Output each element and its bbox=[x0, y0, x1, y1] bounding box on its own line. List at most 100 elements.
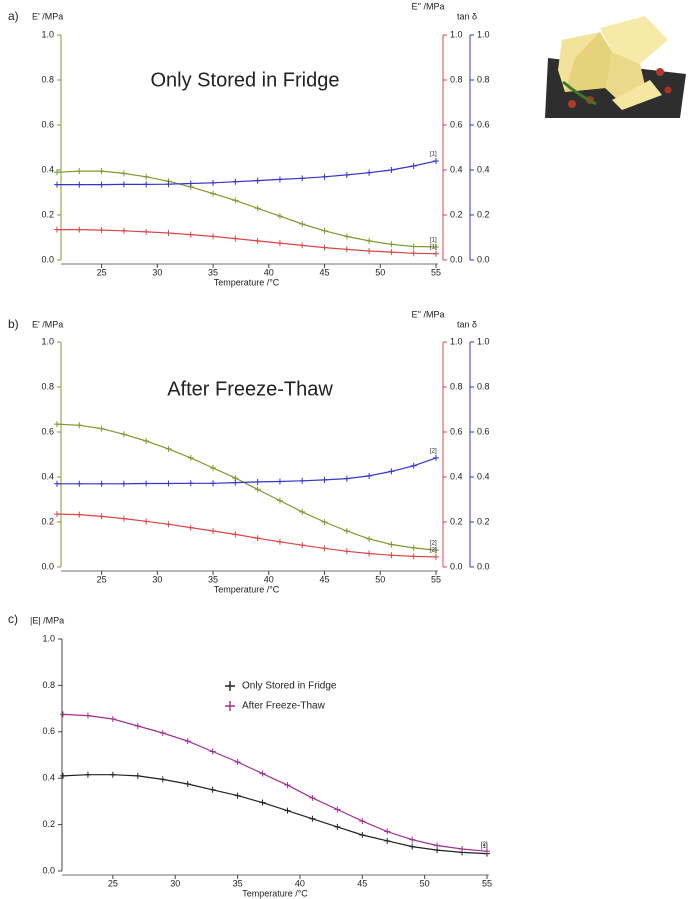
y3-tick-label: 0.2 bbox=[477, 516, 490, 526]
y3-axis-label: tan δ bbox=[457, 319, 477, 329]
point-marker bbox=[120, 181, 127, 188]
point-marker bbox=[254, 237, 261, 244]
y2-axis-label: E'' /MPa bbox=[412, 309, 445, 319]
panel-label: a) bbox=[8, 9, 19, 23]
point-marker bbox=[276, 240, 283, 247]
point-marker bbox=[98, 425, 105, 432]
point-marker bbox=[309, 815, 316, 822]
point-marker bbox=[299, 175, 306, 182]
series-line bbox=[62, 774, 488, 855]
point-marker bbox=[76, 480, 83, 487]
series-line bbox=[56, 513, 437, 558]
point-marker bbox=[84, 771, 91, 778]
y3-axis-label: tan δ bbox=[457, 11, 477, 21]
x-tick-label: 40 bbox=[264, 574, 274, 584]
point-marker bbox=[366, 248, 373, 254]
y-tick-label: 0.2 bbox=[42, 819, 55, 829]
point-marker bbox=[60, 711, 66, 718]
point-marker bbox=[321, 519, 328, 525]
point-marker bbox=[76, 511, 83, 518]
x-tick-label: 45 bbox=[320, 574, 330, 584]
point-marker bbox=[433, 158, 439, 164]
x-tick-label: 25 bbox=[97, 574, 107, 584]
point-marker bbox=[60, 772, 66, 779]
point-marker bbox=[54, 226, 60, 233]
x-tick-label: 40 bbox=[295, 878, 305, 888]
y2-tick-label: 0.6 bbox=[450, 119, 463, 129]
point-marker bbox=[284, 782, 291, 789]
point-marker bbox=[410, 544, 417, 551]
y3-tick-label: 0.0 bbox=[477, 561, 490, 571]
x-tick-label: 30 bbox=[152, 267, 162, 277]
x-tick-label: 55 bbox=[431, 267, 441, 277]
series-line bbox=[56, 423, 437, 551]
point-marker bbox=[84, 712, 91, 719]
point-marker bbox=[276, 213, 283, 220]
point-marker bbox=[254, 205, 261, 212]
panel-label: b) bbox=[8, 317, 19, 331]
point-marker bbox=[388, 167, 395, 173]
y-tick-label: 0.0 bbox=[41, 561, 54, 571]
y-tick-label: 0.4 bbox=[41, 164, 54, 174]
point-marker bbox=[299, 508, 306, 515]
point-marker bbox=[210, 190, 217, 197]
x-tick-label: 30 bbox=[152, 574, 162, 584]
y3-tick-label: 0.0 bbox=[477, 254, 490, 264]
point-marker bbox=[334, 806, 341, 813]
point-marker bbox=[254, 478, 261, 485]
series-line bbox=[57, 160, 437, 186]
point-marker bbox=[433, 553, 439, 560]
x-tick-label: 50 bbox=[420, 878, 430, 888]
point-marker bbox=[410, 250, 417, 257]
y2-axis-label: E'' /MPa bbox=[412, 1, 445, 11]
y-tick-label: 0.2 bbox=[41, 209, 54, 219]
point-marker bbox=[143, 518, 150, 525]
point-marker bbox=[54, 421, 60, 428]
point-marker bbox=[120, 170, 127, 177]
x-tick-label: 55 bbox=[482, 878, 492, 888]
y2-tick-label: 0.6 bbox=[450, 426, 463, 436]
point-marker bbox=[234, 758, 241, 765]
y3-tick-label: 0.6 bbox=[477, 119, 490, 129]
point-marker bbox=[321, 173, 328, 180]
y-tick-label: 1.0 bbox=[42, 633, 55, 643]
point-marker bbox=[410, 162, 417, 169]
x-axis-label: Temperature /°C bbox=[214, 277, 280, 287]
y-tick-label: 0.2 bbox=[41, 516, 54, 526]
point-marker bbox=[54, 480, 60, 487]
point-marker bbox=[343, 171, 350, 178]
point-marker bbox=[134, 772, 141, 779]
y3-tick-label: 0.8 bbox=[477, 74, 490, 84]
point-marker bbox=[109, 771, 116, 778]
point-marker bbox=[388, 541, 395, 548]
point-marker bbox=[54, 181, 60, 188]
point-marker bbox=[276, 478, 283, 485]
point-marker bbox=[343, 246, 350, 253]
y2-tick-label: 0.2 bbox=[450, 516, 463, 526]
point-marker bbox=[343, 233, 350, 240]
point-marker bbox=[187, 524, 194, 531]
point-marker bbox=[384, 828, 391, 835]
x-tick-label: 35 bbox=[233, 878, 243, 888]
point-marker bbox=[98, 168, 105, 175]
point-marker bbox=[232, 197, 239, 204]
y2-tick-label: 0.0 bbox=[450, 561, 463, 571]
cheese-photo bbox=[545, 16, 686, 118]
y-tick-label: 0.4 bbox=[42, 773, 55, 783]
point-marker bbox=[76, 422, 83, 429]
point-marker bbox=[388, 468, 395, 475]
point-marker bbox=[343, 475, 350, 482]
point-marker bbox=[299, 242, 306, 249]
point-marker bbox=[210, 465, 217, 471]
x-tick-label: 55 bbox=[431, 574, 441, 584]
point-marker bbox=[210, 528, 217, 534]
panel-label: c) bbox=[8, 612, 18, 626]
point-marker bbox=[232, 531, 239, 538]
y-tick-label: 0.8 bbox=[41, 381, 54, 391]
point-marker bbox=[309, 794, 316, 801]
y-tick-label: 0.4 bbox=[41, 471, 54, 481]
point-marker bbox=[366, 472, 373, 479]
y3-tick-label: 1.0 bbox=[477, 336, 490, 346]
point-marker bbox=[165, 480, 172, 487]
